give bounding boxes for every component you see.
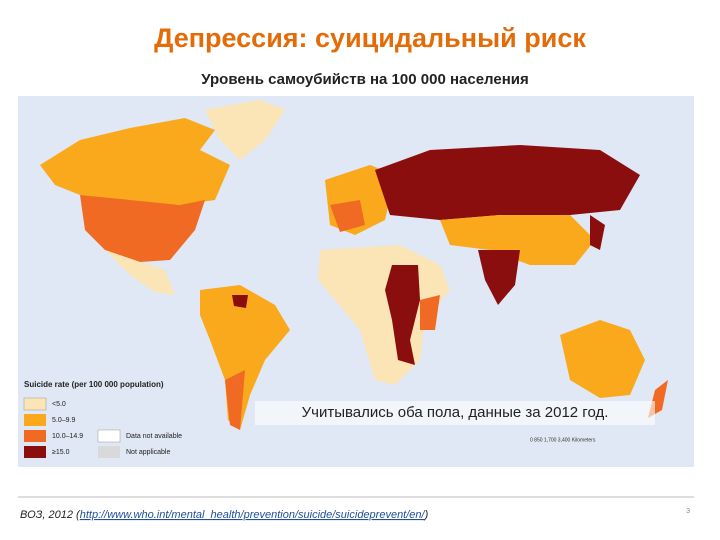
legend-label: 5.0–9.9: [52, 417, 75, 424]
western-europe: [330, 200, 365, 232]
japan: [590, 215, 605, 250]
australia: [560, 320, 645, 398]
legend-swatch: [98, 446, 120, 458]
scale-bar: 0 850 1,700 3,400 Kilometers: [530, 437, 596, 443]
source-suffix: ): [423, 509, 429, 521]
india: [478, 250, 520, 305]
legend-label: <5.0: [52, 401, 66, 408]
greenland: [205, 100, 285, 160]
legend-label: 10.0–14.9: [52, 433, 83, 440]
guyana: [232, 295, 248, 308]
legend-swatch: [24, 414, 46, 426]
title: Депрессия: суицидальный риск: [154, 23, 586, 53]
source-link[interactable]: http://www.who.int/mental_health/prevent…: [80, 509, 426, 521]
south-america: [200, 285, 290, 430]
mexico: [105, 250, 175, 295]
legend-title: Suicide rate (per 100 000 population): [24, 380, 164, 389]
legend-swatch: [24, 446, 46, 458]
legend: Suicide rate (per 100 000 population) <5…: [23, 380, 182, 458]
note-background: [255, 401, 655, 425]
legend-label: Data not available: [126, 433, 182, 440]
legend-swatch: [24, 430, 46, 442]
east-africa: [420, 295, 440, 330]
subtitle: Уровень самоубийств на 100 000 населения: [201, 71, 529, 88]
central-africa: [385, 265, 420, 365]
canada: [40, 118, 230, 205]
map: Suicide rate (per 100 000 population) <5…: [18, 96, 694, 467]
legend-label: Not applicable: [126, 449, 170, 456]
legend-swatch: [97, 429, 121, 443]
source-prefix: ВОЗ, 2012 (: [20, 509, 81, 521]
note: Учитывались оба пола, данные за 2012 год…: [302, 404, 609, 421]
source: ВОЗ, 2012 (http://www.who.int/mental_hea…: [20, 509, 429, 521]
legend-label: ≥15.0: [52, 449, 70, 456]
usa: [80, 195, 205, 262]
page-number: 3: [686, 508, 690, 515]
legend-swatch: [23, 397, 47, 411]
asia: [440, 215, 595, 265]
russia: [375, 145, 640, 220]
argentina: [225, 370, 245, 430]
